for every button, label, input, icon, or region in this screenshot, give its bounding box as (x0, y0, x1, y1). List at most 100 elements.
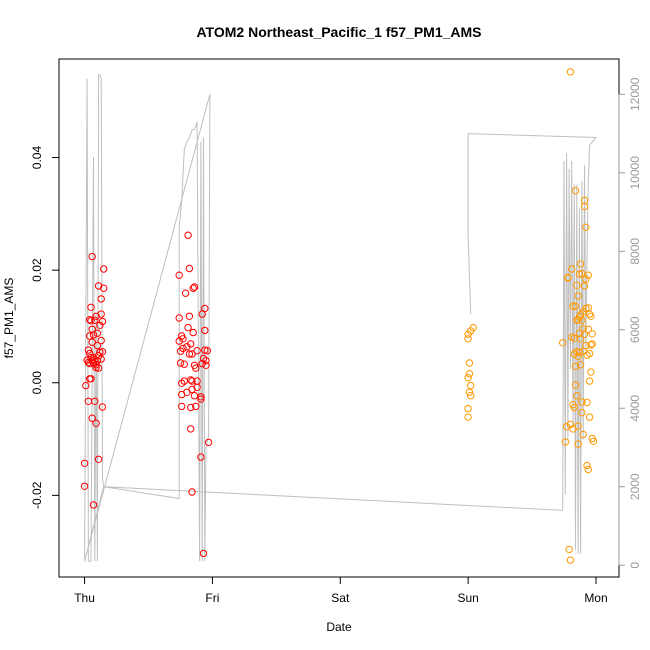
data-point (588, 330, 596, 338)
data-point (574, 292, 582, 300)
data-point (197, 393, 205, 401)
data-point (185, 312, 194, 320)
data-point (566, 68, 575, 76)
data-point (576, 335, 585, 343)
data-point (574, 422, 582, 430)
data-point (588, 340, 596, 348)
data-point (464, 335, 472, 343)
y-tick-label: -0.02 (30, 481, 44, 509)
data-point (82, 381, 90, 390)
x-tick-label: Sun (457, 591, 478, 605)
data-point (91, 397, 99, 405)
data-point (565, 545, 573, 554)
data-point (185, 350, 194, 358)
data-point (98, 317, 107, 326)
data-point (202, 361, 210, 369)
x-tick-label: Mon (584, 591, 607, 605)
data-point (87, 303, 95, 311)
y-tick-label: 0.00 (30, 371, 44, 395)
data-point (464, 374, 472, 382)
data-point (573, 281, 581, 289)
data-point (176, 359, 185, 367)
data-point (179, 344, 187, 353)
data-point (192, 402, 200, 411)
data-point (179, 335, 187, 343)
data-point (93, 329, 102, 337)
data-point (92, 419, 100, 427)
data-point (574, 352, 582, 360)
data-point (578, 398, 586, 406)
data-point (469, 323, 477, 332)
data-point (578, 408, 586, 417)
data-point (193, 377, 201, 385)
data-point (185, 264, 194, 273)
data-point (100, 284, 108, 292)
data-point (181, 289, 190, 297)
data-point (582, 223, 590, 232)
y-tick-label: 0.04 (30, 146, 44, 170)
data-point (197, 395, 205, 403)
data-point (582, 275, 590, 283)
data-point (587, 312, 595, 320)
x-axis: Thu Fri Sat Sun Mon (74, 577, 608, 605)
data-point (584, 465, 592, 474)
data-point (573, 392, 581, 400)
data-point (199, 354, 208, 363)
altitude-tick-label: 10000 (628, 156, 642, 190)
data-point (562, 423, 571, 431)
data-point (175, 271, 183, 279)
chart-title: ATOM2 Northeast_Pacific_1 f57_PM1_AMS (196, 24, 481, 40)
data-point (584, 325, 592, 333)
data-point (587, 368, 595, 376)
x-tick-label: Fri (205, 591, 219, 605)
data-point (585, 377, 594, 385)
data-point (576, 260, 585, 268)
data-point (193, 347, 201, 355)
data-point (465, 359, 474, 367)
data-point (97, 336, 105, 345)
data-point (467, 392, 475, 400)
data-point (579, 430, 587, 439)
altitude-tick-label: 8000 (628, 238, 642, 265)
data-point (201, 304, 209, 313)
altitude-tick-label: 6000 (628, 316, 642, 343)
data-point (91, 316, 99, 324)
data-point (86, 332, 94, 340)
data-point (575, 348, 584, 356)
data-point (580, 330, 589, 338)
data-point (87, 317, 95, 325)
data-point (570, 350, 578, 358)
data-points (80, 68, 598, 564)
data-point (568, 265, 576, 273)
data-point (178, 402, 186, 411)
data-point (94, 455, 103, 463)
altitude-tick-label: 12000 (628, 77, 642, 111)
data-point (80, 482, 89, 490)
data-point (175, 314, 183, 322)
altitude-axis: 0 2000 4000 6000 8000 10000 12000 (618, 77, 642, 569)
data-point (197, 453, 205, 461)
altitude-tick-label: 2000 (628, 473, 642, 500)
data-point (564, 274, 572, 282)
data-point (559, 339, 567, 347)
data-point (575, 329, 584, 337)
x-tick-label: Thu (74, 591, 95, 605)
altitude-trace (84, 74, 598, 562)
data-point (580, 202, 589, 211)
data-point (589, 437, 598, 445)
data-point (576, 361, 585, 369)
data-point (203, 347, 212, 355)
data-point (89, 501, 98, 509)
data-point (188, 488, 196, 496)
data-point (571, 362, 580, 371)
data-point (100, 265, 108, 273)
data-point (464, 413, 472, 421)
data-point (585, 349, 594, 358)
data-point (187, 340, 195, 348)
data-point (84, 346, 93, 354)
data-point (88, 338, 96, 346)
data-point (561, 438, 569, 446)
data-point (97, 355, 105, 363)
data-point (96, 348, 104, 356)
